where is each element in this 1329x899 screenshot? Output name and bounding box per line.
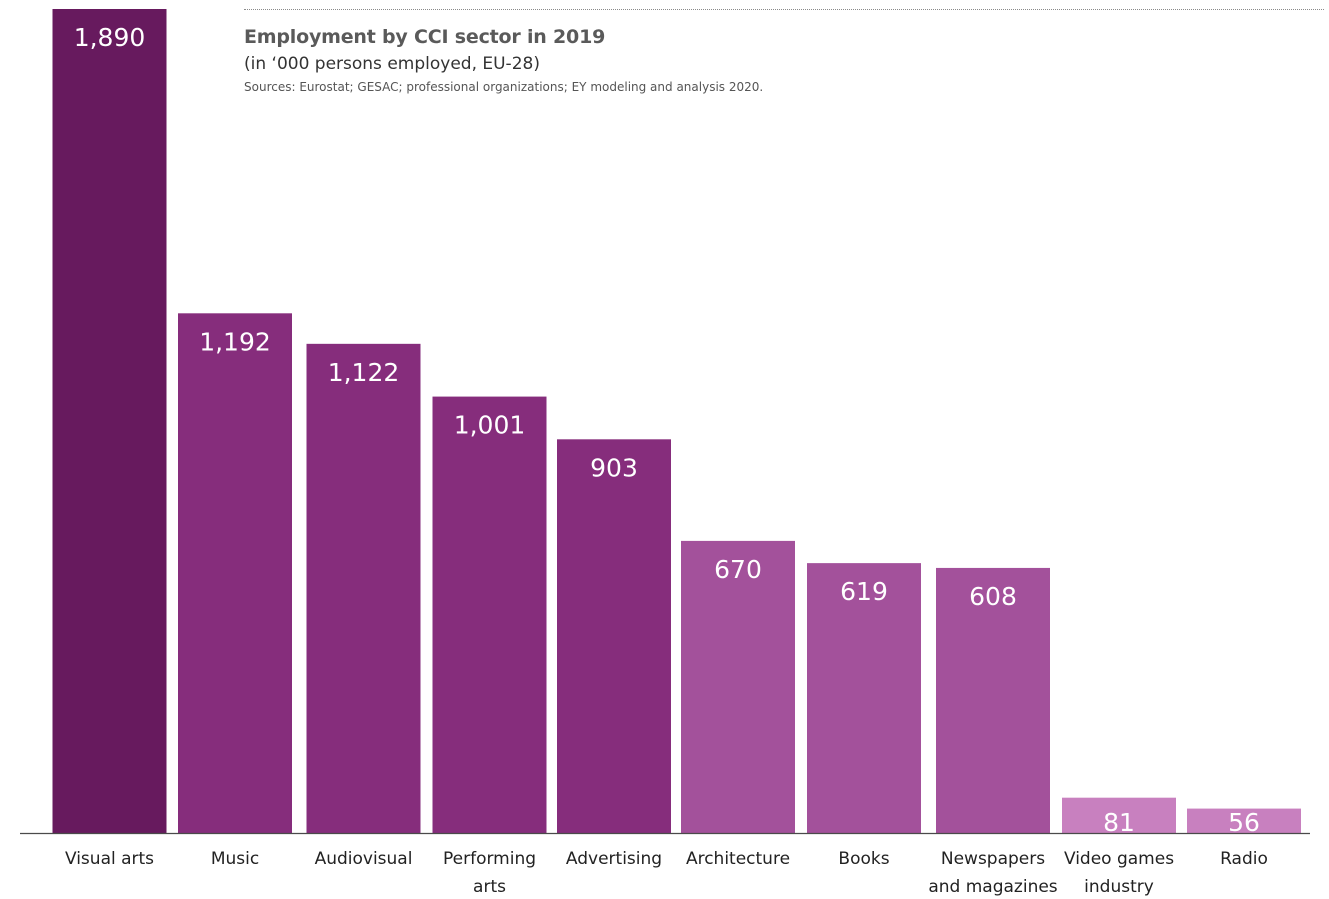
category-label-8-0: Video games <box>1064 849 1174 869</box>
category-label-4: Advertising <box>566 849 662 869</box>
category-label-2: Audiovisual <box>315 849 413 869</box>
value-label-3: 1,001 <box>454 411 526 440</box>
chart-source: Sources: Eurostat; GESAC; professional o… <box>244 80 764 94</box>
category-label-9: Radio <box>1220 849 1268 869</box>
bar-0 <box>52 9 167 833</box>
category-label-7-0: Newspapers <box>941 849 1045 869</box>
bar-9 <box>1187 808 1301 833</box>
category-label-7-1: and magazines <box>928 877 1057 897</box>
chart-subtitle: (in ‘000 persons employed, EU-28) <box>244 54 540 74</box>
value-label-9: 56 <box>1228 808 1260 837</box>
value-label-1: 1,192 <box>199 327 271 356</box>
chart-header: Employment by CCI sector in 2019 (in ‘00… <box>244 26 1324 94</box>
value-label-4: 903 <box>590 453 638 482</box>
bar-8 <box>1062 797 1176 833</box>
bar-7 <box>936 567 1050 833</box>
bar-3 <box>432 396 547 833</box>
category-label-6: Books <box>838 849 889 869</box>
value-label-2: 1,122 <box>328 358 400 387</box>
value-label-5: 670 <box>714 555 762 584</box>
title-divider <box>244 9 1324 10</box>
value-label-7: 608 <box>969 582 1017 611</box>
chart-title: Employment by CCI sector in 2019 <box>244 26 606 48</box>
category-label-3-0: Performing <box>443 849 536 869</box>
category-label-5: Architecture <box>686 849 790 869</box>
category-label-3-1: arts <box>473 877 506 897</box>
value-label-0: 1,890 <box>74 23 146 52</box>
category-label-1: Music <box>211 849 259 869</box>
bar-4 <box>557 439 671 833</box>
value-label-6: 619 <box>840 577 888 606</box>
bar-5 <box>681 540 795 833</box>
value-label-8: 81 <box>1103 808 1135 837</box>
category-label-8-1: industry <box>1084 877 1154 897</box>
category-label-0: Visual arts <box>65 849 154 869</box>
bar-1 <box>178 313 292 833</box>
bar-6 <box>807 563 921 833</box>
bar-2 <box>306 343 421 833</box>
